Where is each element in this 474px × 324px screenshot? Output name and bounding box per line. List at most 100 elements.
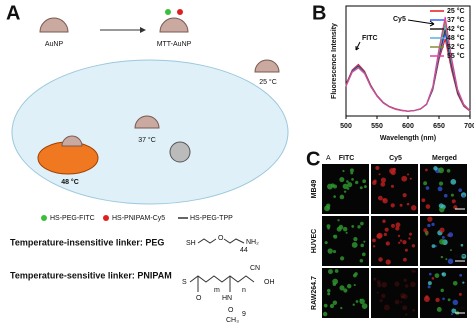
cell-signal bbox=[442, 297, 445, 301]
cell-signal bbox=[376, 232, 383, 239]
cell-signal bbox=[381, 281, 388, 288]
cell-signal bbox=[327, 292, 331, 296]
cell-signal bbox=[402, 193, 407, 198]
cell-signal bbox=[377, 195, 383, 201]
cell-signal bbox=[339, 285, 345, 291]
cell-signal bbox=[399, 239, 403, 242]
bond bbox=[197, 238, 217, 244]
legend-label: 42 °C bbox=[447, 25, 465, 33]
annotation: Cy5 bbox=[393, 16, 406, 23]
y-axis-title: Fluorescence Intensity bbox=[331, 23, 338, 99]
cell-signal bbox=[410, 281, 416, 288]
scale-bar-label: 50 μm bbox=[454, 305, 466, 310]
annotation: FITC bbox=[362, 35, 378, 42]
cell-signal bbox=[342, 169, 345, 173]
mtt-aunp-icon bbox=[159, 17, 189, 33]
cell-signal bbox=[376, 291, 379, 294]
cell-signal bbox=[359, 186, 363, 190]
cell-signal bbox=[379, 299, 383, 303]
cell-signal bbox=[447, 258, 454, 265]
cell-signal bbox=[332, 278, 339, 285]
cell-signal bbox=[438, 181, 444, 186]
cell-signal bbox=[426, 232, 429, 235]
cell-signal bbox=[398, 241, 401, 244]
cell-signal bbox=[373, 277, 377, 281]
series-line bbox=[345, 16, 471, 112]
cell-signal bbox=[380, 181, 386, 187]
cell-signal bbox=[361, 252, 366, 257]
cell-signal bbox=[411, 269, 415, 273]
formula: CN bbox=[250, 265, 260, 272]
cell-signal bbox=[377, 283, 382, 288]
cell-signal bbox=[326, 288, 331, 293]
cell-signal bbox=[446, 168, 451, 173]
cell-signal bbox=[347, 182, 353, 188]
legend-icon bbox=[103, 215, 109, 221]
cell-signal bbox=[427, 223, 431, 228]
cell-signal bbox=[443, 193, 448, 198]
formula: NH₂ bbox=[246, 239, 259, 246]
panel-label: B bbox=[312, 2, 326, 24]
cell-signal bbox=[427, 285, 431, 289]
cell-signal bbox=[376, 280, 381, 285]
cell-signal bbox=[326, 224, 331, 229]
bond bbox=[223, 238, 245, 244]
aunp-icon bbox=[39, 17, 69, 33]
cell-signal bbox=[351, 178, 354, 181]
cell-signal bbox=[423, 296, 430, 302]
x-tick-label: 550 bbox=[371, 123, 383, 130]
x-tick-label: 500 bbox=[340, 123, 352, 130]
cell-signal bbox=[323, 303, 328, 308]
cell-signal bbox=[384, 227, 389, 232]
annotation-arrow bbox=[355, 41, 361, 51]
cell-signal bbox=[411, 244, 416, 248]
legend-text: HS-PEG-FITC bbox=[50, 215, 95, 222]
cell-signal bbox=[439, 227, 445, 233]
cell-signal bbox=[332, 300, 338, 306]
formula: O bbox=[196, 295, 202, 302]
cell-signal bbox=[402, 305, 408, 311]
cell-signal bbox=[412, 308, 416, 312]
scale-bar-label: 50 μm bbox=[454, 253, 466, 258]
cell-signal bbox=[333, 235, 336, 238]
cell-signal bbox=[441, 272, 445, 276]
cell-signal bbox=[363, 240, 366, 243]
cell-signal bbox=[385, 241, 390, 246]
aunp-label: AuNP bbox=[45, 41, 64, 48]
cell-signal bbox=[402, 240, 407, 245]
cell-signal bbox=[427, 216, 433, 222]
cell-signal bbox=[437, 186, 443, 192]
cell-signal bbox=[322, 311, 328, 317]
cell-signal bbox=[423, 181, 428, 186]
cell-signal bbox=[372, 180, 377, 186]
cell-signal bbox=[435, 297, 440, 303]
cell-signal bbox=[378, 257, 383, 262]
cell-signal bbox=[343, 288, 348, 293]
cell-signal bbox=[383, 232, 387, 237]
formula: SH bbox=[186, 240, 196, 247]
cell-signal bbox=[346, 180, 349, 183]
cell-signal bbox=[427, 281, 432, 286]
cell-signal bbox=[441, 236, 445, 239]
micrograph bbox=[371, 216, 418, 266]
micrograph bbox=[371, 268, 418, 318]
scale-bar-label: 50 μm bbox=[454, 201, 466, 206]
temp-label: 25 °C bbox=[259, 78, 277, 86]
cell-signal bbox=[352, 303, 355, 306]
cell-signal bbox=[451, 308, 457, 314]
legend-label: 25 °C bbox=[447, 7, 465, 15]
cell-signal bbox=[375, 165, 380, 170]
cell-signal bbox=[461, 253, 467, 259]
cell-signal bbox=[359, 298, 362, 301]
arrow-head bbox=[140, 27, 146, 33]
cell-signal bbox=[453, 205, 458, 210]
cell-signal bbox=[326, 206, 330, 210]
cell-signal bbox=[395, 226, 400, 231]
cell-signal bbox=[431, 222, 435, 227]
cell-signal bbox=[409, 177, 412, 180]
cell-signal bbox=[450, 313, 453, 316]
cell-signal bbox=[340, 306, 343, 310]
row-label: MB49 bbox=[311, 180, 318, 199]
cell-signal bbox=[425, 168, 428, 172]
cell-signal bbox=[401, 175, 408, 182]
